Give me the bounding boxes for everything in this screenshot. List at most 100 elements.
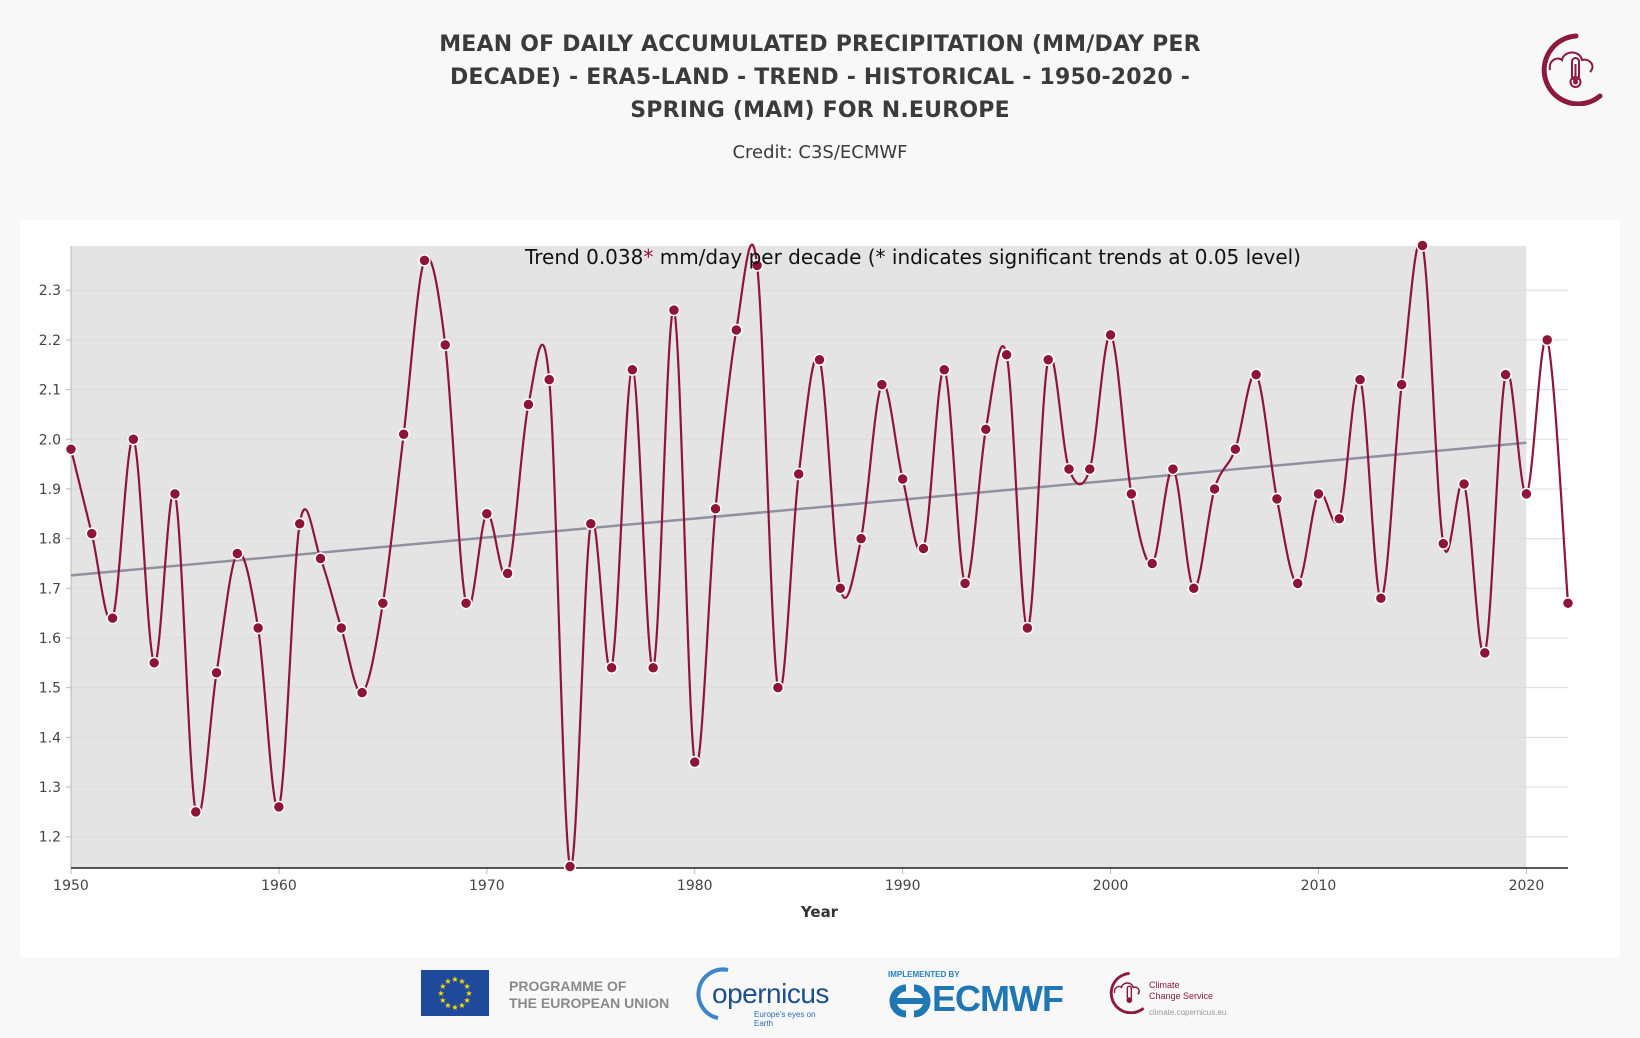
c3s-footer-logo: Climate Change Service climate.copernicu… <box>1103 968 1226 1028</box>
data-point[interactable] <box>1000 348 1013 362</box>
c3s-text-line-2: Change Service <box>1149 991 1214 1001</box>
data-point[interactable] <box>1374 591 1388 605</box>
data-point[interactable] <box>1104 328 1117 342</box>
data-point[interactable] <box>293 517 306 530</box>
ecmwf-logo: ECMWF <box>888 978 1078 1019</box>
data-point[interactable] <box>1312 487 1325 501</box>
data-point[interactable] <box>1540 333 1554 347</box>
eu-star-icon: ★ <box>451 1003 458 1012</box>
data-point[interactable] <box>210 666 223 680</box>
data-point[interactable] <box>646 661 660 675</box>
data-point[interactable] <box>231 547 244 560</box>
data-point[interactable] <box>875 378 889 391</box>
data-point[interactable] <box>1478 646 1492 660</box>
data-point[interactable] <box>1333 512 1346 525</box>
data-point[interactable] <box>106 611 119 625</box>
data-point[interactable] <box>501 567 514 580</box>
data-point[interactable] <box>355 686 369 699</box>
trend-annotation: Trend 0.038* mm/day per decade (* indica… <box>524 245 1301 269</box>
trend-annotation-text: mm/day per decade (* indicates significa… <box>653 245 1301 269</box>
data-point[interactable] <box>397 428 410 441</box>
data-point[interactable] <box>189 805 202 819</box>
data-point[interactable] <box>1041 353 1055 367</box>
data-point[interactable] <box>272 800 286 814</box>
data-point[interactable] <box>1229 442 1242 456</box>
data-point[interactable] <box>1353 373 1367 386</box>
data-point[interactable] <box>1457 477 1471 491</box>
data-point[interactable] <box>522 398 535 411</box>
data-point[interactable] <box>979 423 993 436</box>
chart-title-line-1: MEAN OF DAILY ACCUMULATED PRECIPITATION … <box>439 32 1201 57</box>
data-point[interactable] <box>688 755 701 769</box>
data-point[interactable] <box>459 596 473 610</box>
data-point[interactable] <box>251 621 265 635</box>
data-point[interactable] <box>542 373 556 386</box>
significance-star: * <box>643 245 653 269</box>
c3s-text-line-1: Climate <box>1149 980 1180 990</box>
data-point[interactable] <box>1187 582 1200 595</box>
c3s-footer-icon <box>1109 972 1145 1014</box>
data-point[interactable] <box>64 442 78 456</box>
data-point[interactable] <box>958 577 972 590</box>
data-point[interactable] <box>605 661 618 675</box>
data-point[interactable] <box>1395 378 1408 391</box>
data-point[interactable] <box>896 472 909 486</box>
data-point[interactable] <box>750 259 764 272</box>
y-tick-label: 2.0 <box>39 432 61 448</box>
chart: 1.2 1.3 1.4 1.5 1.6 1.7 1.8 1.9 2.0 2.1 2.2 2.3 195… <box>39 239 1575 921</box>
data-point[interactable] <box>335 621 348 635</box>
y-tick-label: 1.3 <box>39 780 61 796</box>
data-point[interactable] <box>1249 368 1263 381</box>
data-point[interactable] <box>168 487 182 501</box>
data-point[interactable] <box>1208 482 1221 496</box>
data-point[interactable] <box>376 596 390 610</box>
y-tick-label: 1.7 <box>39 581 61 597</box>
data-point[interactable] <box>1520 487 1533 501</box>
eu-star-icon: ★ <box>458 1001 465 1010</box>
y-tick-label: 1.5 <box>39 681 61 697</box>
data-point[interactable] <box>626 363 639 376</box>
eu-star-icon: ★ <box>465 989 472 998</box>
eu-star-icon: ★ <box>451 975 458 984</box>
data-point[interactable] <box>314 552 327 565</box>
data-point[interactable] <box>730 323 743 337</box>
data-point[interactable] <box>1270 492 1284 506</box>
data-point[interactable] <box>938 363 951 376</box>
eu-star-icon: ★ <box>444 1001 451 1010</box>
data-point[interactable] <box>127 433 140 446</box>
data-point[interactable] <box>1166 462 1180 476</box>
data-point[interactable] <box>854 532 868 545</box>
data-point[interactable] <box>813 353 826 367</box>
data-point[interactable] <box>480 507 494 521</box>
data-point[interactable] <box>1083 462 1097 476</box>
data-point[interactable] <box>85 527 99 540</box>
data-point[interactable] <box>1499 368 1512 381</box>
eu-star-icon: ★ <box>458 977 465 986</box>
eu-star-icon: ★ <box>437 989 444 998</box>
y-tick-label: 2.2 <box>39 333 61 349</box>
data-point[interactable] <box>834 582 847 595</box>
trend-line <box>70 441 1527 577</box>
data-point[interactable] <box>1145 557 1159 570</box>
data-point[interactable] <box>792 467 805 481</box>
data-point[interactable] <box>584 517 598 530</box>
y-tick-label: 1.8 <box>39 532 61 548</box>
data-point[interactable] <box>1437 537 1450 550</box>
data-point[interactable] <box>439 338 452 352</box>
data-point[interactable] <box>771 681 785 694</box>
data-point[interactable] <box>1021 621 1034 635</box>
data-point[interactable] <box>1561 596 1575 610</box>
data-point[interactable] <box>418 254 431 267</box>
data-point[interactable] <box>1062 462 1076 476</box>
data-point[interactable] <box>1291 577 1304 590</box>
data-point[interactable] <box>1125 487 1138 501</box>
data-point[interactable] <box>147 656 161 670</box>
x-tick-label: 2010 <box>1301 878 1337 894</box>
data-point[interactable] <box>563 860 577 873</box>
data-point[interactable] <box>667 303 681 317</box>
data-point[interactable] <box>1416 239 1429 252</box>
y-tick-label: 1.9 <box>39 482 61 498</box>
chart-title: MEAN OF DAILY ACCUMULATED PRECIPITATION … <box>420 28 1220 127</box>
data-point[interactable] <box>709 502 722 516</box>
data-point[interactable] <box>917 542 930 555</box>
